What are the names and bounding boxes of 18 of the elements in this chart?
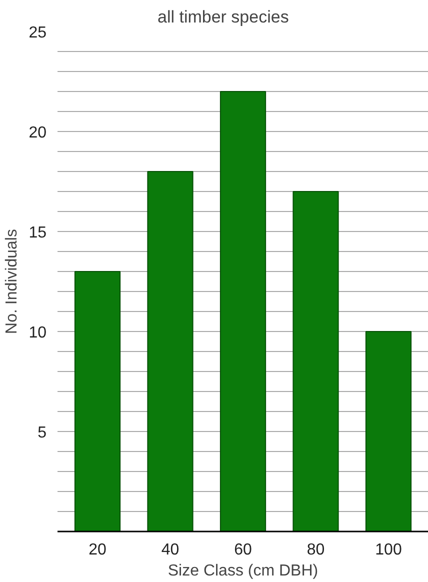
chart-title: all timber species — [158, 8, 289, 26]
bar — [220, 91, 266, 532]
bar — [365, 331, 412, 532]
y-axis-title: No. Individuals — [4, 229, 21, 334]
bar — [74, 271, 121, 532]
y-tick-label: 25 — [28, 24, 47, 42]
y-tick-label: 20 — [28, 124, 47, 142]
x-tick-label: 100 — [375, 542, 402, 558]
x-axis-title: Size Class (cm DBH) — [168, 562, 318, 580]
bar — [292, 191, 339, 532]
x-tick-label: 20 — [88, 542, 107, 558]
y-tick-label: 15 — [28, 224, 47, 242]
y-tick-label: 5 — [38, 424, 47, 442]
y-tick-label: 10 — [28, 324, 47, 342]
x-tick-label: 80 — [306, 542, 325, 558]
x-tick-label: 60 — [234, 542, 252, 558]
x-tick-label: 40 — [161, 542, 180, 558]
bar — [147, 171, 194, 532]
